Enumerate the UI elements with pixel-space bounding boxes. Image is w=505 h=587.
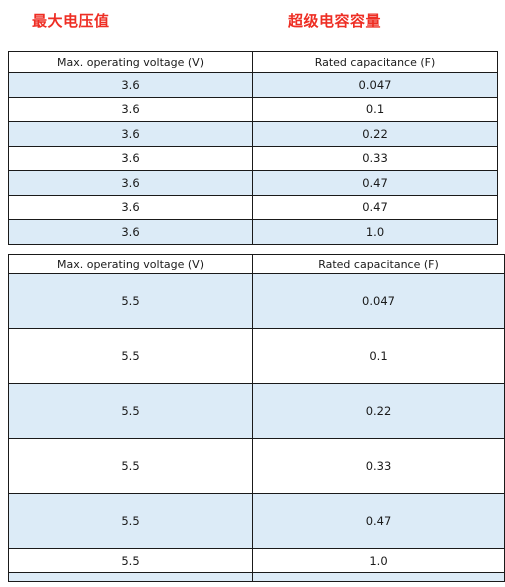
column-header-voltage: Max. operating voltage (V) xyxy=(8,51,253,73)
voltage-cell: 3.6 xyxy=(8,121,253,147)
capacitance-cell: 1.0 xyxy=(252,219,498,245)
voltage-cell: 5.5 xyxy=(8,273,253,329)
voltage-cell: 3.6 xyxy=(8,96,253,122)
voltage-cell: 5.5 xyxy=(8,493,253,549)
empty-cell xyxy=(252,572,505,582)
table-row: 3.6 1.0 xyxy=(8,219,498,245)
voltage-cell: 5.5 xyxy=(8,383,253,439)
capacitance-cell: 0.047 xyxy=(252,273,505,329)
voltage-cell: 5.5 xyxy=(8,548,253,573)
capacitance-cell: 0.22 xyxy=(252,121,498,147)
table-row: 3.6 0.47 xyxy=(8,170,498,196)
capacitance-cell: 0.047 xyxy=(252,72,498,98)
table-header-row: Max. operating voltage (V) Rated capacit… xyxy=(8,254,505,274)
empty-cell xyxy=(8,572,253,582)
capacitance-cell: 0.47 xyxy=(252,493,505,549)
voltage-cell: 3.6 xyxy=(8,194,253,220)
heading-capacitance: 超级电容容量 xyxy=(288,12,382,30)
table-row: 5.5 0.33 xyxy=(8,438,505,494)
voltage-cell: 5.5 xyxy=(8,438,253,494)
heading-max-voltage: 最大电压值 xyxy=(32,12,110,30)
voltage-cell: 3.6 xyxy=(8,219,253,245)
capacitance-cell: 0.1 xyxy=(252,96,498,122)
voltage-cell: 3.6 xyxy=(8,72,253,98)
table-row-cutoff xyxy=(8,572,505,582)
voltage-cell: 3.6 xyxy=(8,145,253,171)
table-row: 3.6 0.47 xyxy=(8,194,498,220)
table-row: 5.5 0.47 xyxy=(8,493,505,549)
table-row: 5.5 0.22 xyxy=(8,383,505,439)
voltage-cell: 3.6 xyxy=(8,170,253,196)
capacitance-cell: 0.47 xyxy=(252,170,498,196)
spec-table-5v5: Max. operating voltage (V) Rated capacit… xyxy=(8,254,505,582)
capacitance-cell: 0.47 xyxy=(252,194,498,220)
table-row: 3.6 0.047 xyxy=(8,72,498,98)
voltage-cell: 5.5 xyxy=(8,328,253,384)
spec-table-3v6: Max. operating voltage (V) Rated capacit… xyxy=(8,51,498,245)
column-header-capacitance: Rated capacitance (F) xyxy=(252,254,505,274)
table-row: 3.6 0.1 xyxy=(8,96,498,122)
table-header-row: Max. operating voltage (V) Rated capacit… xyxy=(8,51,498,73)
column-header-capacitance: Rated capacitance (F) xyxy=(252,51,498,73)
table-row: 5.5 0.1 xyxy=(8,328,505,384)
table-row: 3.6 0.22 xyxy=(8,121,498,147)
table-row: 5.5 0.047 xyxy=(8,273,505,329)
table-row: 5.5 1.0 xyxy=(8,548,505,573)
table-row: 3.6 0.33 xyxy=(8,145,498,171)
capacitance-cell: 0.1 xyxy=(252,328,505,384)
capacitance-cell: 1.0 xyxy=(252,548,505,573)
column-header-voltage: Max. operating voltage (V) xyxy=(8,254,253,274)
capacitance-cell: 0.22 xyxy=(252,383,505,439)
capacitance-cell: 0.33 xyxy=(252,438,505,494)
capacitance-cell: 0.33 xyxy=(252,145,498,171)
